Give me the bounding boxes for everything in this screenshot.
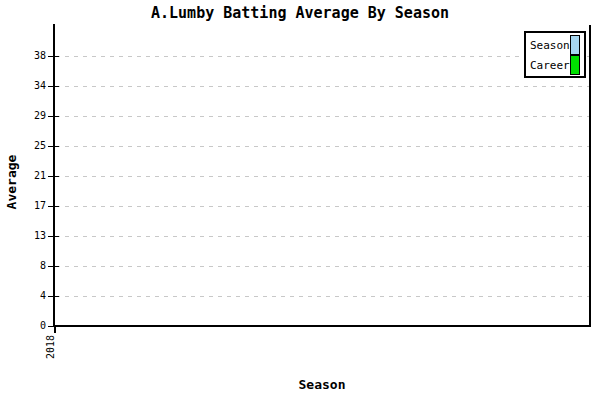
gridline-y-8 [56,266,589,267]
y-tick-mark-8 [48,266,59,267]
gridline-y-21 [56,176,589,177]
plot-right-border [589,25,591,327]
batting-average-chart: A.Lumby Batting Average By Season Averag… [0,0,600,400]
y-tick-label-25: 25 [14,140,46,152]
legend-swatch-season [570,35,580,55]
legend-swatch-career [570,55,580,75]
y-tick-mark-38 [48,56,59,57]
y-tick-label-34: 34 [14,80,46,92]
legend-label-season: Season [530,40,570,51]
y-tick-label-21: 21 [14,170,46,182]
y-tick-mark-29 [48,116,59,117]
gridline-y-38 [56,56,589,57]
y-tick-mark-25 [48,146,59,147]
y-tick-mark-4 [48,296,59,297]
legend-item-season: Season [530,35,580,55]
gridline-y-25 [56,146,589,147]
legend-label-career: Career [530,60,570,71]
y-tick-label-17: 17 [14,200,46,212]
y-tick-label-29: 29 [14,110,46,122]
legend: Season Career [524,31,586,78]
y-tick-label-13: 13 [14,230,46,242]
gridline-y-13 [56,236,589,237]
y-tick-label-8: 8 [14,260,46,272]
chart-title: A.Lumby Batting Average By Season [0,4,600,22]
y-tick-mark-13 [48,236,59,237]
y-tick-mark-34 [48,86,59,87]
x-axis-title: Season [54,377,590,392]
y-tick-mark-21 [48,176,59,177]
x-axis-line [53,325,591,327]
legend-item-career: Career [530,55,580,75]
gridline-y-34 [56,86,589,87]
gridline-y-17 [56,206,589,207]
y-tick-label-4: 4 [14,290,46,302]
gridline-y-29 [56,116,589,117]
gridline-y-4 [56,296,589,297]
y-tick-mark-17 [48,206,59,207]
y-tick-label-0: 0 [14,320,46,332]
y-tick-label-38: 38 [14,50,46,62]
x-tick-mark [54,327,56,333]
x-tick-label: 2018 [45,335,56,359]
